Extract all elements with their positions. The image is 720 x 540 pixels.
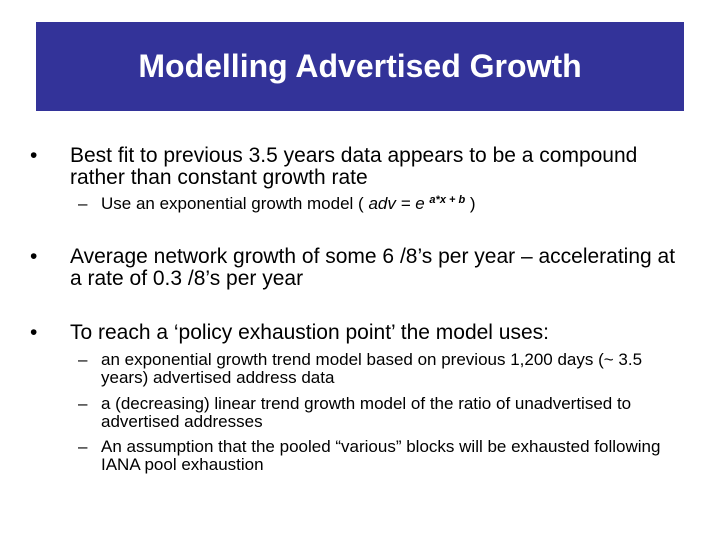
title-bar: Modelling Advertised Growth xyxy=(36,22,684,111)
formula-prefix: Use an exponential growth model ( xyxy=(101,194,369,213)
formula-exponent: a*x + b xyxy=(429,194,466,206)
bullet-marker: • xyxy=(30,321,38,344)
sub-bullet-text: an exponential growth trend model based … xyxy=(101,350,643,387)
bullet-marker: • xyxy=(30,144,38,167)
formula-suffix: ) xyxy=(465,194,476,213)
bullet-text: To reach a ‘policy exhaustion point’ the… xyxy=(70,321,550,344)
sub-bullet-marker: – xyxy=(78,350,88,369)
bullet-text: Best fit to previous 3.5 years data appe… xyxy=(70,144,638,189)
sub-bullet-marker: – xyxy=(78,437,88,456)
formula-base: adv = e xyxy=(368,194,425,213)
sub-bullet-marker: – xyxy=(78,394,88,413)
bullet-text: Average network growth of some 6 /8’s pe… xyxy=(70,245,676,290)
slide-title: Modelling Advertised Growth xyxy=(138,48,582,84)
sub-bullet-text: An assumption that the pooled “various” … xyxy=(101,437,661,474)
sub-bullet-text: a (decreasing) linear trend growth model… xyxy=(101,394,632,431)
sub-bullet-marker: – xyxy=(78,194,88,213)
bullet-marker: • xyxy=(30,245,38,268)
sub-bullet-text: Use an exponential growth model ( adv = … xyxy=(101,195,691,213)
